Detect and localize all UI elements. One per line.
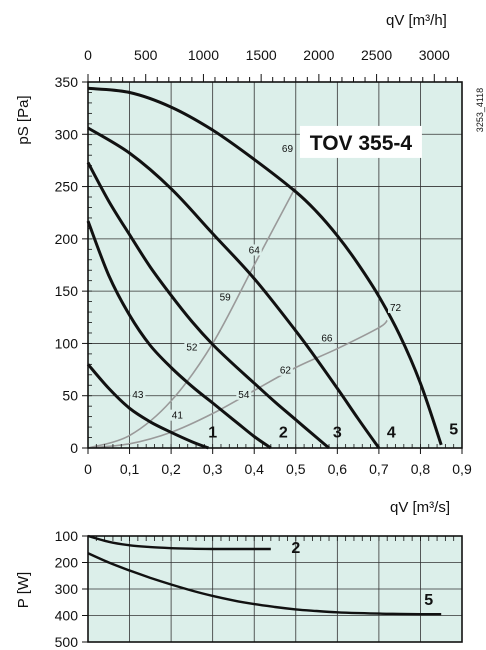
- x-tick-label: 0,3: [203, 461, 223, 477]
- y-tick-label: 100: [55, 335, 79, 351]
- top-tick-label: 0: [84, 47, 92, 63]
- efficiency-label-bg: [388, 301, 404, 313]
- power-y-tick-label: 300: [55, 581, 79, 597]
- fan-curve-3: [86, 161, 330, 450]
- efficiency-label: 69: [282, 144, 294, 155]
- x-tick-label: 0,8: [411, 461, 431, 477]
- efficiency-label: 43: [132, 390, 144, 401]
- x-tick-label: 0,4: [244, 461, 264, 477]
- efficiency-label-bg: [184, 341, 200, 353]
- top-tick-label: 2500: [361, 47, 392, 63]
- power-y-tick-label: 500: [55, 634, 79, 650]
- efficiency-label-bg: [236, 388, 252, 400]
- y-tick-label: 0: [70, 440, 78, 456]
- fan-curve-1: [86, 363, 210, 450]
- top-tick-label: 1500: [246, 47, 277, 63]
- top-axis-label: qV [m³/h]: [386, 12, 447, 29]
- efficiency-label-bg: [217, 291, 233, 303]
- y-tick-label: 300: [55, 126, 79, 142]
- main-axes: 0 0,1 0,2 0,3 0,4 0,5 0,6 0,7 0,8 0,9 0 50 100 150 200…: [55, 74, 472, 477]
- efficiency-label-bg: [169, 409, 185, 421]
- power-y-tick-label: 200: [55, 555, 79, 571]
- efficiency-label: 66: [321, 333, 333, 344]
- power-curve-label-2: 2: [291, 540, 300, 557]
- power-curve-2: [87, 534, 271, 551]
- plot-frame: [87, 81, 463, 449]
- efficiency-label-bg: [130, 388, 146, 400]
- top-axis-ticks: 0 500 1000 1500 2000 2500 3000: [84, 47, 458, 82]
- efficiency-label: 64: [249, 245, 261, 256]
- y-tick-label: 350: [55, 74, 79, 90]
- x-tick-label: 0: [84, 461, 92, 477]
- x-tick-label: 0,1: [120, 461, 140, 477]
- power-y-tick-label: 400: [55, 608, 79, 624]
- system-curve: [87, 319, 388, 449]
- top-tick-label: 3000: [419, 47, 450, 63]
- efficiency-label: 62: [280, 366, 292, 377]
- curve-label-1: 1: [208, 425, 217, 442]
- x-tick-label: 0,7: [369, 461, 389, 477]
- fan-curve-4: [87, 126, 381, 449]
- efficiency-label: 59: [220, 293, 232, 304]
- curve-label-3: 3: [333, 425, 342, 442]
- document-code: 3253_4118: [475, 88, 485, 132]
- chart-title-box: TOV 355-4: [299, 125, 422, 158]
- power-grid: [88, 536, 462, 642]
- curve-label-5: 5: [449, 421, 458, 438]
- power-curve-label-5: 5: [424, 592, 433, 609]
- y-tick-label: 200: [55, 231, 79, 247]
- x-tick-label: 0,6: [328, 461, 348, 477]
- efficiency-label: 54: [238, 390, 250, 401]
- x-tick-label: 0,5: [286, 461, 306, 477]
- power-curve-5: [87, 552, 442, 616]
- efficiency-label: 52: [186, 343, 198, 354]
- efficiency-label-bg: [319, 332, 335, 344]
- top-tick-label: 1000: [188, 47, 219, 63]
- top-tick-label: 500: [134, 47, 158, 63]
- curve-label-2: 2: [279, 425, 288, 442]
- y-axis-label: pS [Pa]: [15, 95, 32, 144]
- efficiency-annotations: 43 41 52 54 59 62 64 66 69 72: [130, 143, 404, 422]
- y-tick-label: 50: [62, 388, 78, 404]
- power-y-axis-label: P [W]: [15, 572, 32, 608]
- fan-curves: 1 2 3 4 5: [86, 86, 458, 450]
- efficiency-label-bg: [277, 364, 293, 376]
- y-tick-label: 150: [55, 283, 79, 299]
- efficiency-label-bg: [246, 244, 262, 256]
- efficiency-label: 72: [390, 303, 402, 314]
- efficiency-label: 41: [172, 411, 184, 422]
- power-curves: 25: [87, 534, 442, 616]
- x-tick-label: 0,2: [161, 461, 181, 477]
- efficiency-label-bg: [279, 143, 295, 155]
- x-axis-label: qV [m³/s]: [390, 499, 450, 516]
- y-tick-label: 250: [55, 179, 79, 195]
- system-curves: [87, 186, 388, 449]
- power-axes: 100 200 300 400 500: [55, 528, 463, 650]
- fan-curve-5: [87, 86, 443, 446]
- title-background: [299, 125, 422, 158]
- top-tick-label: 2000: [303, 47, 334, 63]
- power-y-tick-label: 100: [55, 528, 79, 544]
- chart-title: TOV 355-4: [310, 132, 413, 155]
- fan-curve-2: [86, 220, 272, 450]
- system-curve: [87, 186, 297, 449]
- curve-label-4: 4: [387, 425, 396, 442]
- x-tick-label: 0,9: [452, 461, 472, 477]
